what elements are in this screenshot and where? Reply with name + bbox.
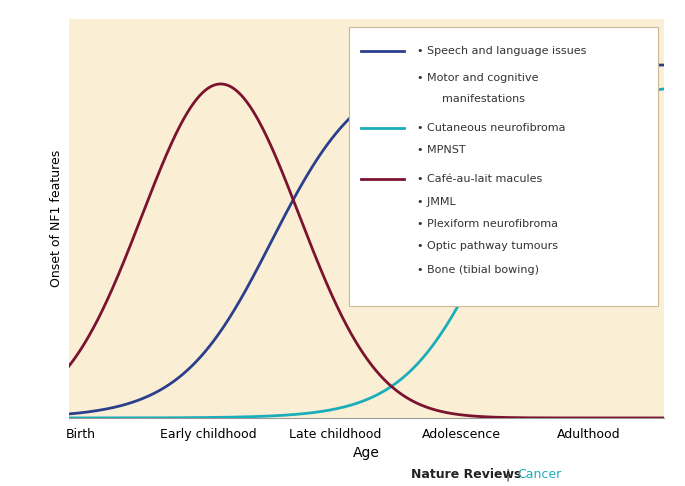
Y-axis label: Onset of NF1 features: Onset of NF1 features bbox=[50, 150, 63, 287]
Text: |: | bbox=[506, 468, 510, 481]
X-axis label: Age: Age bbox=[353, 446, 380, 460]
Text: Nature Reviews: Nature Reviews bbox=[411, 468, 521, 481]
Text: Cancer: Cancer bbox=[517, 468, 562, 481]
